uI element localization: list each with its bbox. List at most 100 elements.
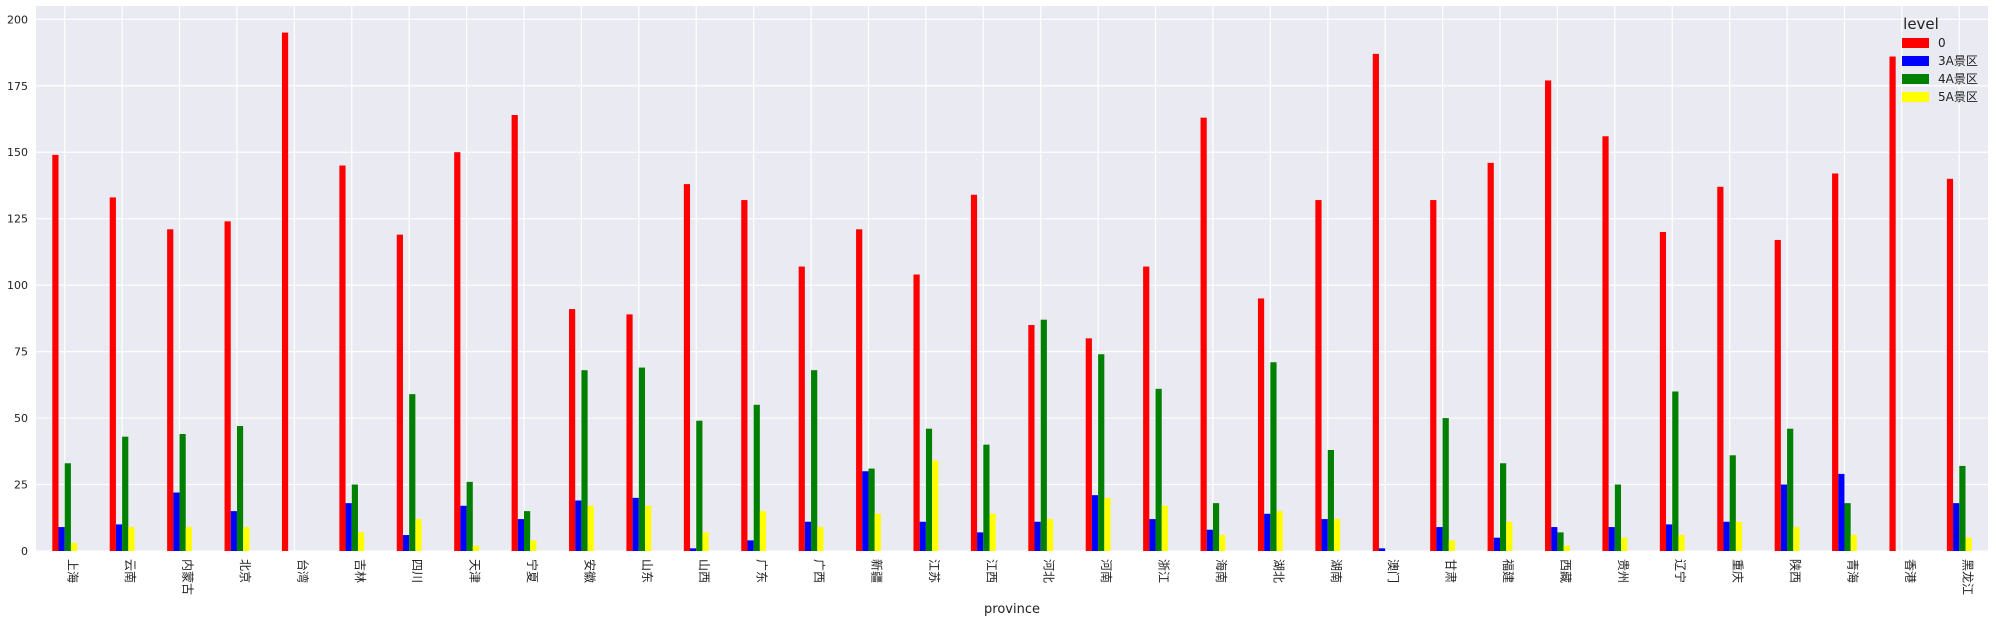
bar: [874, 513, 881, 551]
bar: [230, 511, 237, 551]
x-tick-label: 广西: [812, 559, 826, 583]
y-tick-label: 25: [14, 479, 28, 492]
bar: [626, 314, 633, 551]
bar: [52, 154, 59, 551]
bar: [409, 394, 416, 551]
x-tick-label: 河南: [1099, 559, 1114, 583]
x-tick-label: 重庆: [1731, 559, 1745, 583]
bar: [1442, 418, 1449, 551]
bar: [1276, 511, 1283, 551]
bar: [798, 266, 805, 551]
bar: [466, 481, 473, 551]
bar: [1946, 178, 1954, 551]
x-tick-label: 广东: [755, 559, 769, 583]
bar: [702, 532, 709, 551]
bar: [1315, 200, 1322, 551]
bar: [402, 535, 410, 551]
bar: [351, 484, 358, 551]
bar: [741, 200, 748, 551]
x-tick-label: 云南: [123, 559, 138, 583]
bar: [1780, 484, 1788, 551]
bar: [1219, 535, 1226, 551]
bar: [1545, 80, 1552, 551]
bar: [632, 497, 639, 551]
bar: [1678, 535, 1685, 551]
bar: [638, 367, 646, 551]
bar: [281, 32, 289, 551]
bar: [919, 521, 926, 551]
x-tick-label: 西藏: [1558, 559, 1572, 583]
y-tick-label: 175: [7, 80, 28, 93]
bar: [569, 309, 576, 551]
bar: [856, 229, 863, 551]
bar: [357, 532, 365, 551]
bar: [1729, 455, 1736, 551]
y-tick-label: 150: [7, 146, 28, 159]
x-tick-label: 内蒙古: [181, 559, 196, 595]
bar: [173, 492, 180, 551]
bar: [58, 527, 65, 551]
legend-swatch: [1902, 74, 1929, 84]
legend-swatch: [1902, 38, 1929, 48]
x-tick-label: 浙江: [1157, 559, 1171, 583]
bar: [747, 540, 754, 551]
bar: [804, 521, 812, 551]
bar: [1608, 527, 1615, 551]
legend-label: 3A景区: [1938, 54, 1978, 68]
bar: [1333, 519, 1341, 551]
legend-label: 5A景区: [1938, 90, 1978, 104]
bar: [1787, 428, 1794, 551]
legend: level 0 3A景区 4A景区 5A景区: [1902, 15, 1978, 104]
bar: [983, 444, 990, 551]
x-tick-label: 香港: [1903, 559, 1917, 583]
bar: [1448, 540, 1455, 551]
x-tick-label: 台湾: [295, 559, 310, 583]
bar: [460, 505, 467, 551]
legend-swatch: [1902, 92, 1929, 102]
bar: [1844, 503, 1851, 551]
x-tick-label: 贵州: [1616, 559, 1630, 583]
bar: [243, 527, 250, 551]
x-tick-label: 陕西: [1788, 559, 1803, 583]
bar: [339, 165, 346, 551]
x-tick-label: 江西: [984, 559, 998, 583]
bar: [925, 428, 933, 551]
bar: [1659, 231, 1667, 551]
bar: [581, 370, 588, 551]
x-axis: 上海 云南 内蒙古 北京 台湾 吉林 四川 天津 宁夏 安徽 山东 山西 广东 广西 新疆 江苏 江西 河北 河南 浙…: [66, 559, 1975, 595]
bar: [1098, 354, 1105, 551]
x-tick-label: 北京: [238, 559, 252, 583]
bar: [817, 527, 824, 551]
bar: [1430, 200, 1437, 551]
x-tick-label: 山西: [697, 559, 711, 583]
legend-label: 0: [1938, 36, 1946, 50]
x-tick-label: 宁夏: [525, 559, 540, 583]
bar: [862, 471, 869, 551]
bar: [1965, 537, 1972, 551]
x-tick-label: 甘肃: [1444, 559, 1458, 583]
x-tick-label: 上海: [66, 559, 81, 583]
bar: [167, 229, 174, 551]
bar: [811, 370, 818, 551]
x-tick-label: 河北: [1042, 559, 1056, 583]
bar: [415, 519, 422, 551]
bar: [1161, 505, 1168, 551]
y-tick-label: 200: [7, 13, 28, 26]
x-tick-label: 湖南: [1329, 559, 1344, 583]
bar: [1487, 162, 1494, 552]
bar: [70, 543, 78, 551]
bar: [1493, 537, 1500, 551]
bar: [1774, 239, 1781, 551]
bar: [1889, 56, 1896, 551]
legend-title: level: [1903, 15, 1939, 33]
bars-layer: [52, 32, 1972, 552]
bar: [1206, 529, 1213, 551]
bar: [530, 540, 537, 551]
bar: [1563, 545, 1570, 551]
bar: [524, 511, 531, 551]
y-tick-label: 125: [7, 213, 28, 226]
bar: [1436, 527, 1443, 551]
bar: [1621, 537, 1628, 551]
x-axis-label: province: [984, 602, 1040, 617]
